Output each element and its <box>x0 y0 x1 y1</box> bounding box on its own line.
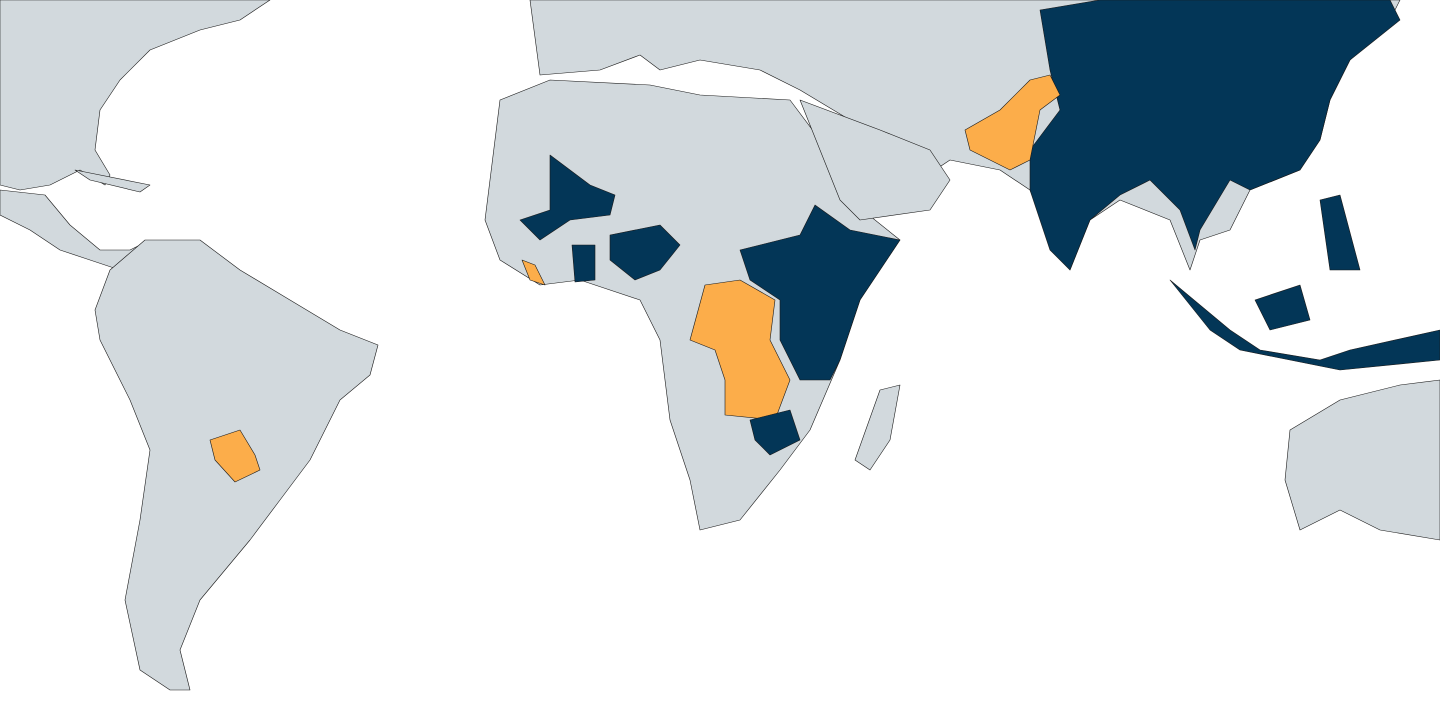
australia <box>1284 379 1440 541</box>
paraguay <box>209 429 261 483</box>
ghana <box>571 244 596 283</box>
china-india-region <box>1029 0 1401 271</box>
caribbean-island <box>74 169 151 193</box>
north-america <box>0 0 271 191</box>
sumatra-java <box>1169 279 1440 371</box>
east-africa <box>739 204 901 381</box>
philippines <box>1319 194 1361 271</box>
madagascar <box>854 384 901 471</box>
pakistan <box>964 74 1061 171</box>
arabia <box>799 99 951 221</box>
nigeria <box>609 224 681 281</box>
mali <box>519 154 616 241</box>
borneo <box>1254 284 1311 331</box>
zimbabwe <box>749 409 801 456</box>
drc-zambia <box>689 279 791 421</box>
liberia <box>521 259 546 286</box>
